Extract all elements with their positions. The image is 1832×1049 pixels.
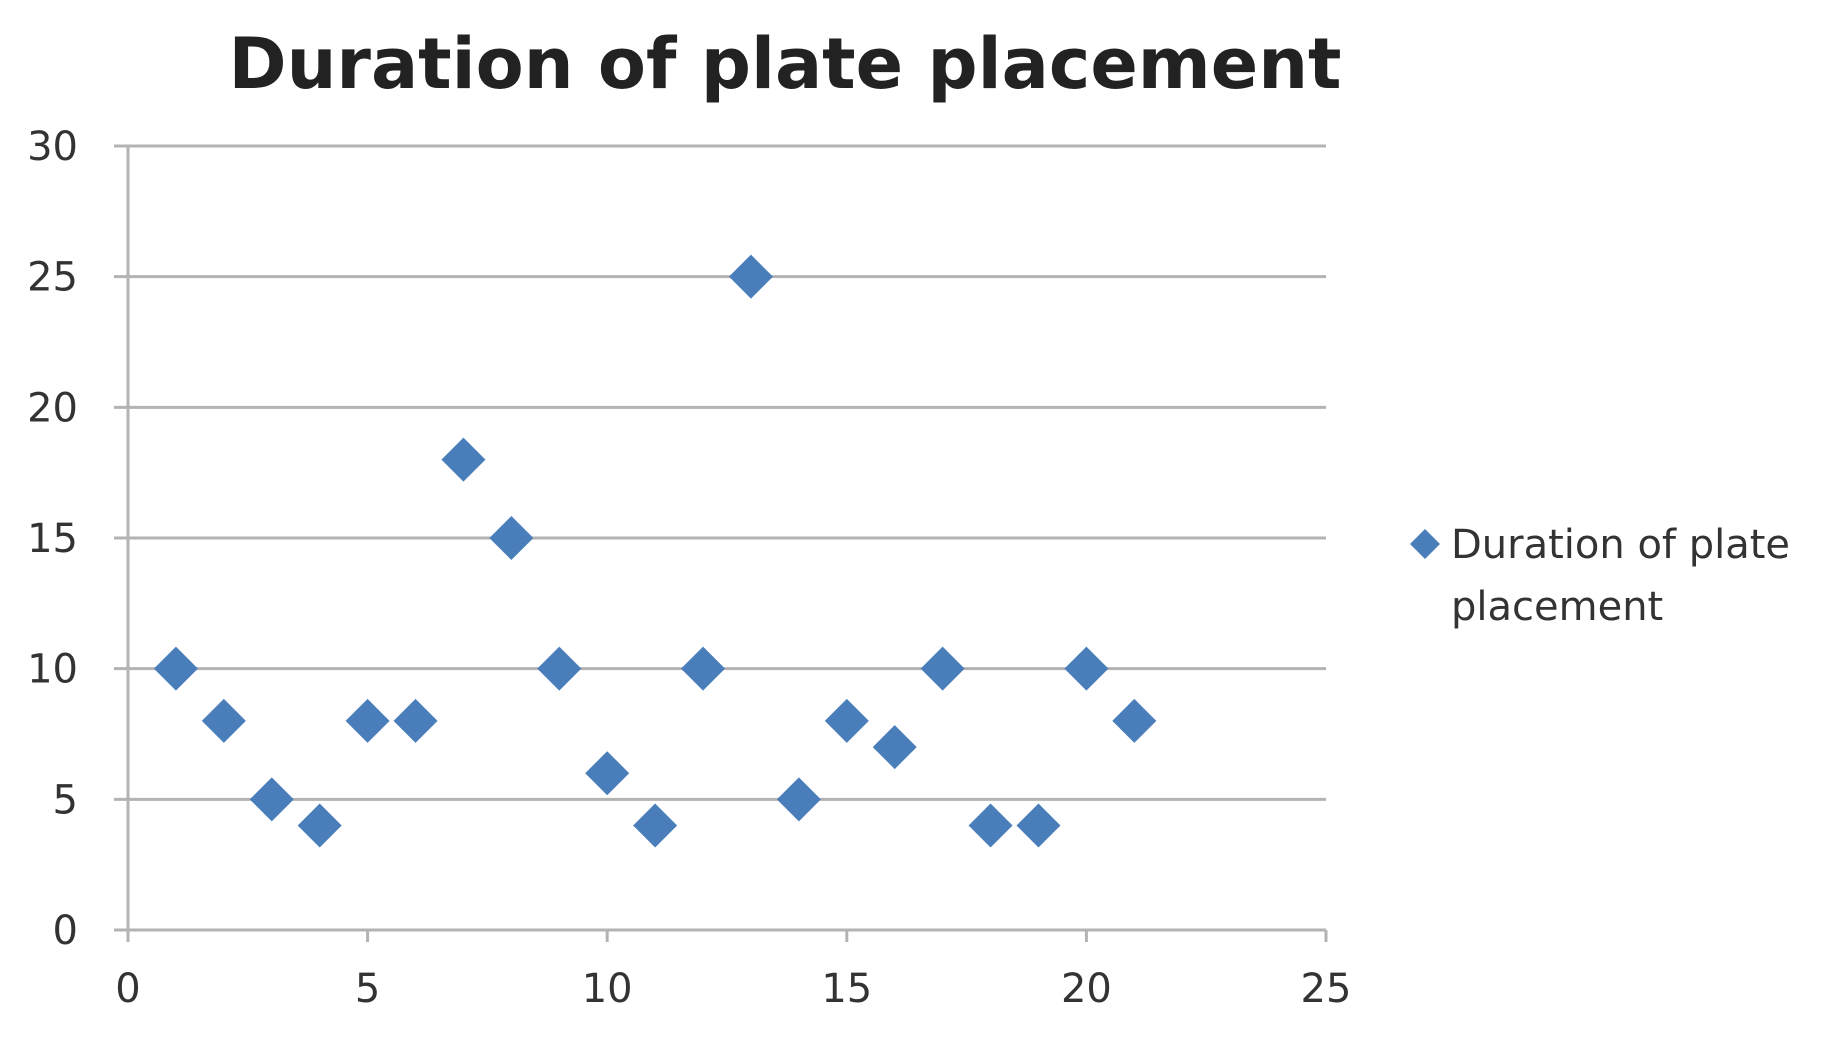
data-point bbox=[1016, 803, 1061, 848]
gridlines bbox=[114, 144, 1326, 801]
y-tick-labels: 0 5 10 15 20 25 30 bbox=[27, 124, 78, 954]
y-tick-label: 0 bbox=[53, 908, 78, 954]
data-point bbox=[776, 777, 821, 822]
x-tick-label: 15 bbox=[821, 966, 872, 1012]
legend-label-line-1: Duration of plate bbox=[1451, 522, 1790, 568]
y-tick-label: 30 bbox=[27, 124, 78, 170]
legend-label-line-2: placement bbox=[1451, 584, 1663, 630]
data-point bbox=[920, 646, 965, 691]
data-point bbox=[201, 698, 246, 743]
data-point bbox=[489, 516, 534, 560]
x-tick-label: 0 bbox=[115, 966, 140, 1012]
y-tick-label: 25 bbox=[27, 255, 78, 301]
data-point bbox=[249, 777, 294, 822]
x-tick-label: 10 bbox=[582, 966, 633, 1012]
data-point bbox=[393, 698, 438, 743]
data-point bbox=[728, 254, 773, 299]
axes bbox=[114, 146, 1328, 942]
legend: Duration of plate placement bbox=[1410, 522, 1790, 630]
data-point bbox=[824, 698, 869, 743]
y-tick-label: 20 bbox=[27, 385, 78, 431]
x-tick-label: 20 bbox=[1061, 966, 1112, 1012]
legend-marker-diamond-icon bbox=[1410, 529, 1440, 559]
x-tick-labels: 0 5 10 15 20 25 bbox=[115, 966, 1351, 1012]
data-point bbox=[968, 803, 1013, 848]
x-tick-label: 25 bbox=[1301, 966, 1352, 1012]
y-tick-label: 10 bbox=[27, 647, 78, 693]
data-point bbox=[681, 646, 726, 691]
data-point bbox=[345, 698, 390, 743]
data-point bbox=[585, 751, 630, 796]
y-tick-label: 5 bbox=[53, 777, 78, 823]
x-tick-label: 5 bbox=[355, 966, 380, 1012]
data-point bbox=[153, 646, 198, 691]
data-point bbox=[297, 803, 342, 848]
data-point bbox=[872, 725, 917, 770]
chart-title: Duration of plate placement bbox=[228, 23, 1341, 105]
data-point bbox=[441, 437, 486, 482]
y-tick-label: 15 bbox=[27, 516, 78, 562]
data-point bbox=[633, 803, 678, 848]
data-points bbox=[153, 254, 1157, 848]
data-point bbox=[537, 646, 582, 691]
data-point bbox=[1064, 646, 1109, 691]
data-point bbox=[1112, 698, 1157, 743]
